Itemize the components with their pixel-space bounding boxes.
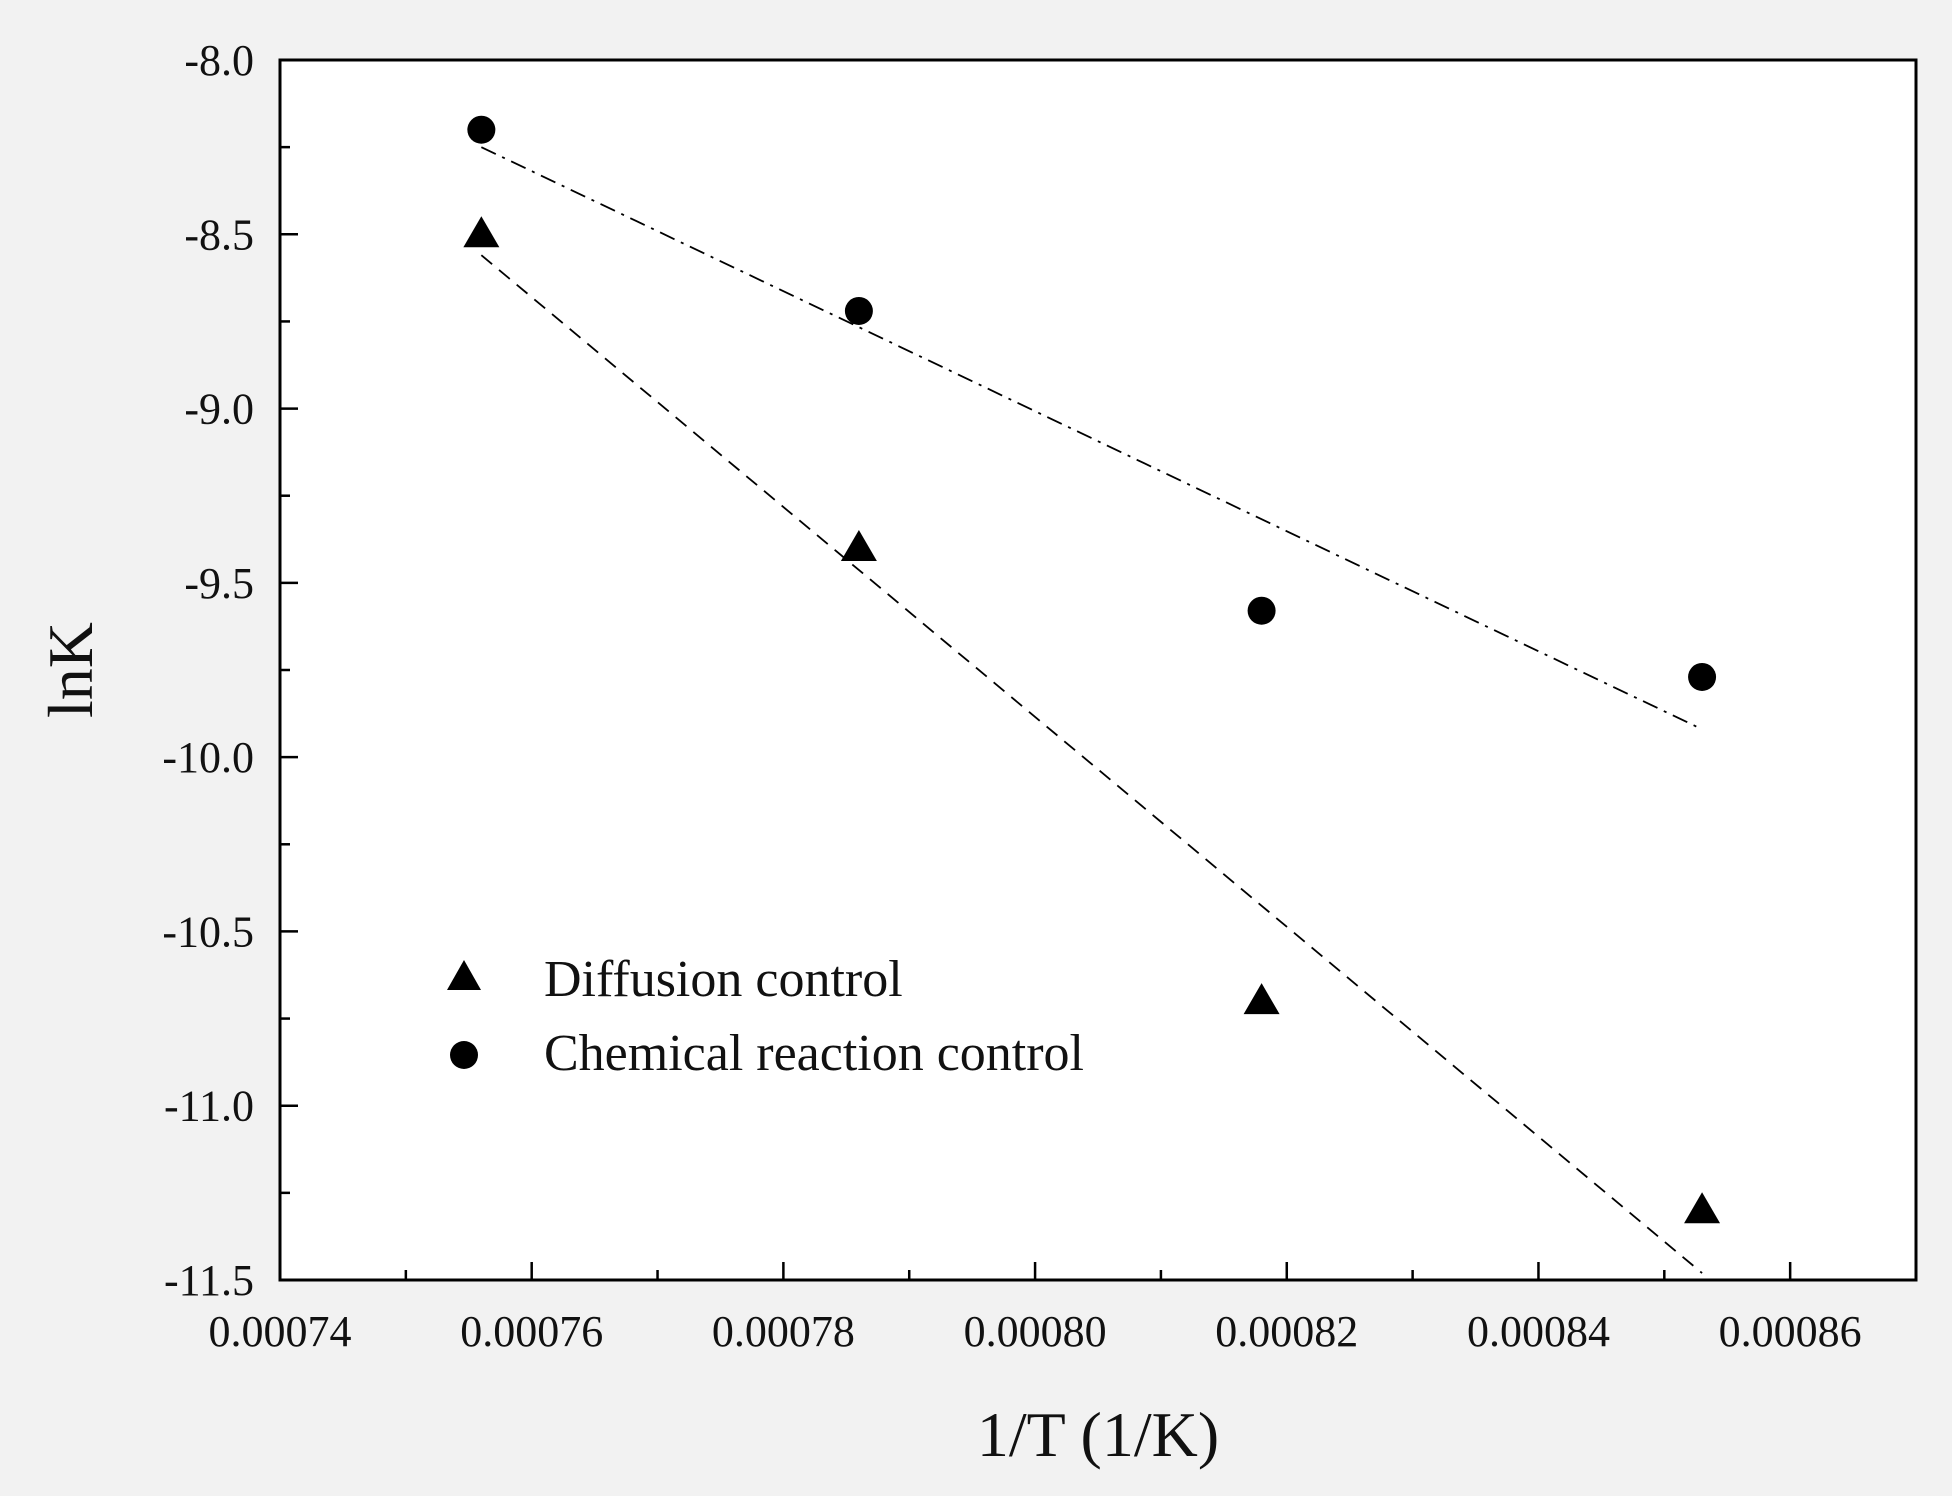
y-tick-label: -9.0 [184, 385, 254, 434]
x-tick-label: 0.00080 [964, 1307, 1107, 1356]
x-axis-ticks: 0.00074 0.00076 0.00078 0.00080 0.00082 0.000… [209, 1262, 1862, 1356]
legend-marker-triangle [447, 960, 481, 990]
legend: Diffusion control Chemical reaction cont… [447, 951, 1084, 1082]
y-axis-ticks: -8.0 -8.5 -9.0 -9.5 -10.0 -10.5 -11.0 -11.5 [162, 36, 298, 1305]
diffusion-fit-line [480, 254, 1703, 1274]
y-tick-label: -10.5 [162, 907, 254, 956]
x-tick-label: 0.00076 [460, 1307, 603, 1356]
y-tick-label: -10.0 [162, 733, 254, 782]
x-tick-label: 0.00084 [1467, 1307, 1610, 1356]
diffusion-point [840, 530, 877, 561]
y-tick-label: -11.0 [164, 1082, 254, 1131]
legend-label-chemical: Chemical reaction control [544, 1025, 1084, 1082]
chemical-point [1688, 662, 1717, 691]
y-tick-label: -9.5 [184, 559, 254, 608]
fit-lines [480, 146, 1703, 1274]
x-tick-label: 0.00086 [1719, 1307, 1862, 1356]
x-axis-title: 1/T (1/K) [977, 1399, 1219, 1470]
x-tick-label: 0.00078 [712, 1307, 855, 1356]
x-tick-label: 0.00074 [209, 1307, 352, 1356]
y-axis-title: lnK [35, 622, 106, 718]
y-tick-label: -11.5 [164, 1256, 254, 1305]
chemical-point [844, 296, 873, 325]
legend-label-diffusion: Diffusion control [544, 951, 903, 1008]
legend-marker-circle [450, 1041, 478, 1069]
plot-area [280, 60, 1916, 1280]
chemical-point [467, 115, 496, 144]
diffusion-point [1684, 1192, 1721, 1224]
chemical-fit-line [480, 146, 1703, 731]
y-tick-label: -8.0 [184, 36, 254, 85]
diffusion-point [1243, 983, 1280, 1015]
data-markers [463, 115, 1721, 1224]
chemical-point [1247, 596, 1276, 625]
x-tick-label: 0.00082 [1215, 1307, 1358, 1356]
y-tick-label: -8.5 [184, 210, 254, 259]
diffusion-point [463, 216, 500, 248]
